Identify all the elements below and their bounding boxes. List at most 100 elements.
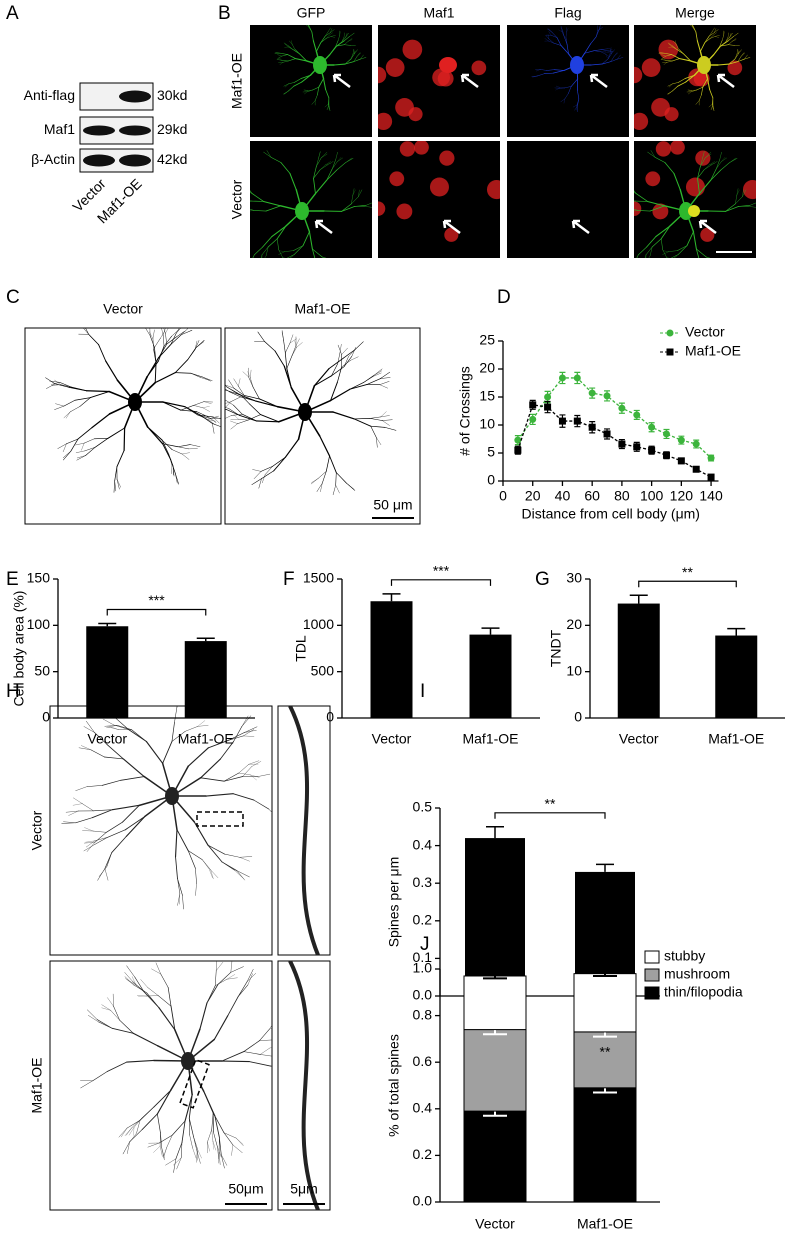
dendrite (251, 193, 264, 202)
dendrite (75, 450, 85, 453)
dendrite (174, 372, 192, 374)
dendrite (737, 58, 745, 62)
dendrite (695, 100, 700, 105)
dendrite (211, 1129, 214, 1142)
y-tick-label: 30 (566, 570, 582, 586)
error-bar (486, 826, 504, 839)
x-tick-label: 80 (614, 488, 630, 504)
dendrite (154, 362, 157, 384)
dendrite (325, 89, 330, 99)
y-tick-label: 20 (479, 360, 495, 376)
dendrite (749, 202, 756, 206)
dendrite (668, 43, 673, 48)
row-label: Vector (29, 810, 45, 850)
micrograph (507, 25, 629, 137)
dendrite (670, 254, 679, 258)
dendrite (607, 47, 612, 49)
dendrite (663, 62, 667, 65)
dendrite (177, 446, 189, 450)
dendrite (189, 1134, 193, 1149)
dendrite (180, 409, 197, 412)
nucleus (727, 60, 743, 76)
dendrite (715, 161, 722, 170)
dendrite (336, 162, 346, 171)
dendrite (547, 34, 549, 40)
dendrite (60, 384, 72, 388)
arrow (571, 219, 590, 234)
dendrite (126, 979, 137, 986)
dendrite (239, 857, 250, 862)
image-content (571, 219, 590, 234)
cell-body (688, 205, 700, 217)
dendrite (733, 32, 739, 37)
dendrite (170, 1005, 176, 1031)
dendrite (252, 254, 255, 258)
dendrite (171, 329, 180, 337)
dendrite (360, 57, 367, 60)
dendrite (736, 188, 739, 196)
dendrite (84, 447, 96, 452)
dendrite (278, 57, 283, 61)
dendrite (322, 272, 328, 279)
dendrite (605, 54, 610, 57)
dendrite (165, 328, 169, 334)
nucleus (695, 150, 711, 166)
dendrite (673, 40, 677, 45)
nucleus (439, 150, 455, 166)
dendrite (607, 53, 612, 60)
y-tick-label: 0.5 (413, 799, 433, 815)
dendrite (564, 36, 568, 45)
dendrite (728, 44, 735, 46)
dendrite (107, 829, 126, 838)
dendrite (326, 168, 333, 181)
dendrite (346, 482, 355, 490)
dendrite (715, 36, 719, 38)
dendrite (106, 821, 123, 833)
dendrite (286, 355, 293, 369)
dendrite (243, 735, 255, 737)
dendrite (742, 189, 744, 197)
dendrite (666, 60, 673, 63)
dendrite (160, 973, 169, 988)
dendrite (92, 1071, 108, 1082)
dendrite (719, 41, 726, 48)
dendrite (180, 405, 194, 411)
dendrite (230, 419, 239, 420)
tracing-label: Vector (103, 301, 143, 317)
dendrite (288, 85, 294, 92)
dendrite (73, 797, 83, 804)
dendrite (259, 1028, 270, 1041)
dendrite (260, 1054, 272, 1057)
dendrite (219, 1136, 222, 1155)
dendrite (337, 35, 340, 41)
x-tick-label: 60 (584, 488, 600, 504)
dendrite (702, 152, 705, 159)
dendrite (161, 328, 164, 336)
dendrite (163, 335, 172, 347)
row-label: Vector (229, 179, 245, 219)
dendrite (224, 772, 240, 782)
dendrite (225, 390, 228, 391)
dendrite (322, 471, 327, 484)
dendrite (360, 54, 364, 60)
dendrite (176, 328, 180, 334)
row-label: Maf1-OE (229, 53, 245, 109)
dendrite (277, 54, 282, 57)
dendrite (250, 369, 252, 378)
dendrite (548, 28, 553, 33)
dendrite (331, 260, 339, 261)
dendrite (232, 793, 255, 801)
dendrite (98, 866, 107, 877)
dendrite (314, 179, 328, 195)
error-bar (483, 1029, 507, 1036)
dendrite (116, 725, 132, 730)
nucleus (399, 141, 416, 157)
dendrite (238, 385, 245, 396)
dendrite (313, 375, 332, 387)
dendrite (668, 250, 678, 252)
micrograph (250, 25, 372, 137)
tracing-frame (24, 327, 222, 525)
dendrite (544, 72, 554, 74)
dendrite (174, 359, 189, 374)
dendrite (380, 415, 390, 418)
